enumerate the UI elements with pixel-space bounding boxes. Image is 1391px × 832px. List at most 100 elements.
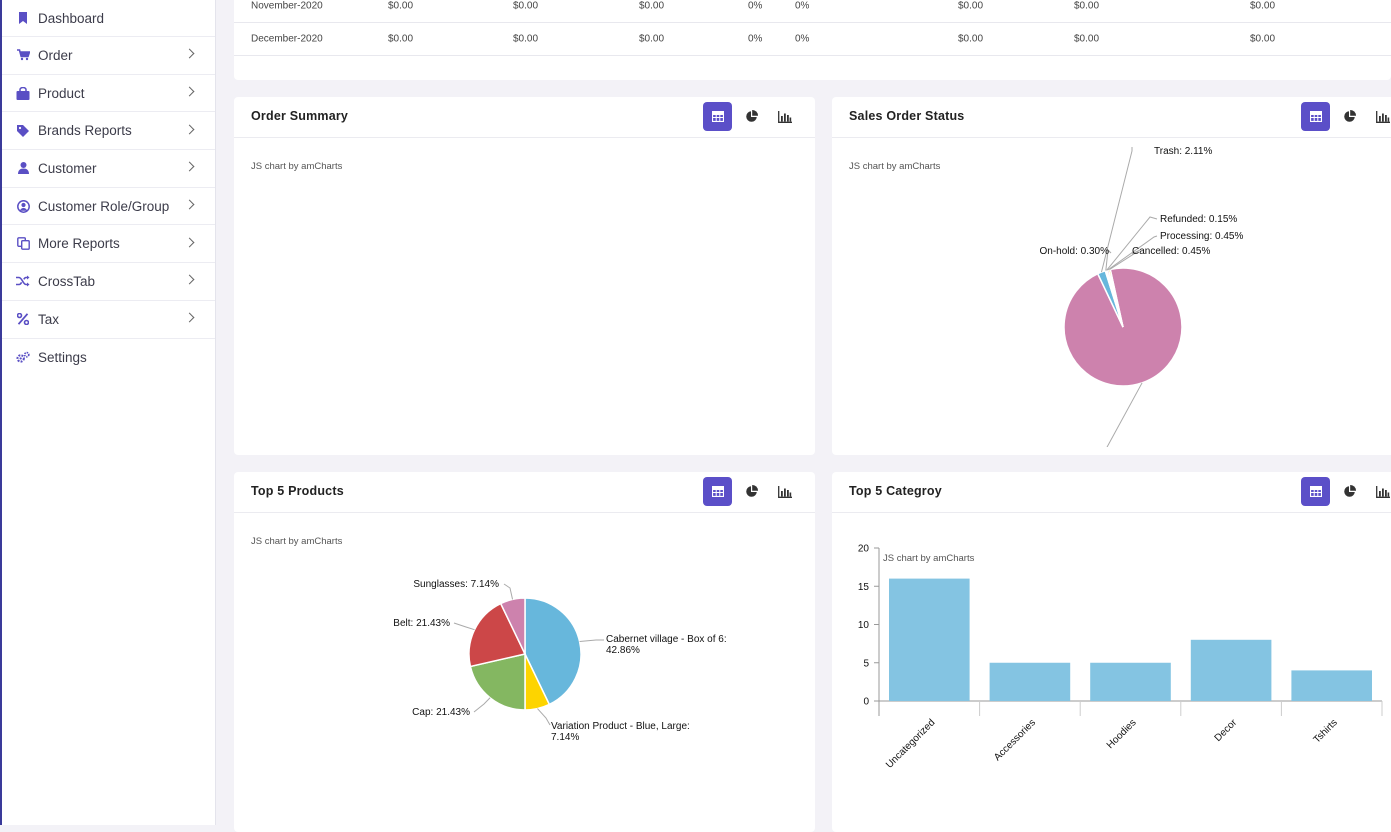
month-cell: November-2020 (251, 0, 323, 11)
pie-slice-label: Variation Product - Blue, Large: 7.14% (551, 721, 690, 743)
table-row: November-2020 $0.00 $0.00 $0.00 0% 0% $0… (234, 0, 1391, 23)
value-cell: 0% (795, 0, 810, 11)
sidebar-item-dashboard[interactable]: Dashboard (2, 0, 215, 37)
pie-label-line (503, 583, 514, 600)
pie-chart-view-button[interactable] (1335, 102, 1364, 131)
pie-label-line (453, 622, 475, 631)
bar[interactable] (1190, 639, 1272, 701)
sidebar-item-label: More Reports (38, 236, 120, 252)
bar-chart-view-button[interactable] (770, 477, 799, 506)
bar[interactable] (989, 662, 1071, 701)
bar-chart-icon (1375, 485, 1390, 498)
value-cell: $0.00 (639, 0, 665, 11)
sidebar-item-product[interactable]: Product (2, 75, 215, 113)
sidebar: Dashboard Order Product Brands Reports Custo… (0, 0, 216, 825)
table-icon (1309, 486, 1322, 497)
chevron-right-icon (184, 86, 195, 97)
pie-slice-label: Trash: 2.11% (1154, 147, 1212, 157)
sidebar-item-customer-role-group[interactable]: Customer Role/Group (2, 188, 215, 226)
table-view-button[interactable] (1301, 477, 1330, 506)
cogs-icon (16, 350, 30, 364)
x-tick-label: Tshirts (1312, 717, 1340, 745)
sidebar-item-label: Order (38, 47, 73, 63)
tag-icon (16, 124, 30, 138)
value-cell: $0.00 (958, 33, 984, 44)
sidebar-item-settings[interactable]: Settings (2, 339, 215, 377)
bar-chart-view-button[interactable] (770, 102, 799, 131)
pie-label-line (1107, 235, 1158, 271)
monthly-table: November-2020 $0.00 $0.00 $0.00 0% 0% $0… (234, 0, 1391, 80)
value-cell: $0.00 (639, 33, 665, 44)
month-cell: December-2020 (251, 33, 323, 44)
bar[interactable] (1291, 670, 1372, 701)
sidebar-item-tax[interactable]: Tax (2, 301, 215, 339)
y-tick-label: 0 (863, 697, 869, 708)
sidebar-item-customer[interactable]: Customer (2, 150, 215, 188)
chart-credit[interactable]: JS chart by amCharts (251, 161, 343, 172)
bar-chart-view-button[interactable] (1368, 102, 1391, 131)
y-tick-label: 10 (858, 620, 870, 631)
bar[interactable] (1090, 662, 1171, 701)
table-icon (1309, 111, 1322, 122)
sidebar-item-brands-reports[interactable]: Brands Reports (2, 112, 215, 151)
top-category-chart: 0 5 10 15 20 Uncategorized Accessories Hoodies D… (858, 544, 1383, 771)
sidebar-item-label: Tax (38, 311, 60, 327)
y-tick-label: 5 (863, 658, 869, 669)
chevron-right-icon (184, 275, 195, 285)
table-view-button[interactable] (1301, 102, 1330, 131)
panel-title: Top 5 Products (251, 484, 344, 498)
chart-credit[interactable]: JS chart by amCharts (849, 161, 941, 172)
bar-chart-icon (1375, 110, 1390, 123)
pie-slice[interactable] (524, 597, 582, 706)
panel-header: Sales Order Status (832, 97, 1391, 138)
sales-order-status-panel: Sales Order Status JS chart by amCharts … (832, 97, 1391, 455)
sidebar-item-more-reports[interactable]: More Reports (2, 225, 215, 264)
chevron-right-icon (184, 312, 195, 323)
pie-label-line (1109, 249, 1141, 271)
value-cell: $0.00 (388, 33, 414, 44)
chevron-right-icon (184, 199, 195, 210)
value-cell: 0% (748, 0, 763, 11)
order-summary-panel: Order Summary JS chart by amCharts (234, 97, 815, 455)
bookmark-icon (16, 11, 30, 25)
top-category-panel: Top 5 Categroy 0 5 10 15 20 Uncategorized Acce… (832, 472, 1391, 832)
pie-slice-label: Belt: 21.43% (393, 618, 450, 629)
bar[interactable] (889, 578, 970, 701)
table-view-button[interactable] (703, 477, 732, 506)
value-cell: 0% (748, 33, 763, 44)
chart-credit[interactable]: JS chart by amCharts (251, 536, 343, 547)
sidebar-item-order[interactable]: Order (2, 37, 215, 75)
pie-chart-icon (1343, 485, 1356, 498)
pie-chart-icon (745, 110, 758, 123)
table-view-button[interactable] (703, 102, 732, 131)
pie-label-line (1106, 382, 1143, 447)
top-products-panel: Top 5 Products JS chart by amCharts Cabe… (234, 472, 815, 832)
sidebar-item-label: Customer Role/Group (38, 198, 170, 214)
pie-label-line (537, 708, 551, 726)
pie-chart-view-button[interactable] (1335, 477, 1364, 506)
pie-chart-view-button[interactable] (737, 102, 766, 131)
y-tick-label: 15 (858, 582, 870, 593)
chart-credit[interactable]: JS chart by amCharts (883, 553, 975, 564)
sidebar-item-crosstab[interactable]: CrossTab (2, 263, 215, 301)
pie-label-line (473, 697, 491, 713)
sidebar-item-label: Customer (38, 160, 97, 176)
pie-label-line (1100, 147, 1133, 273)
pie-chart-view-button[interactable] (737, 477, 766, 506)
value-cell: 0% (795, 33, 810, 44)
value-cell: $0.00 (1074, 33, 1100, 44)
pie-slice-label: Sunglasses: 7.14% (413, 579, 499, 590)
x-tick-label: Decor (1213, 717, 1240, 744)
top-products-chart: Cabernet village - Box of 6: 42.86% Variat… (393, 579, 726, 743)
sidebar-item-label: Product (38, 85, 85, 101)
pie-slice[interactable] (468, 602, 527, 668)
panel-header: Top 5 Products (234, 472, 815, 513)
bar-chart-view-button[interactable] (1368, 477, 1391, 506)
value-cell: $0.00 (513, 0, 539, 11)
panel-header: Top 5 Categroy (832, 472, 1391, 513)
pie-slice[interactable] (469, 653, 526, 711)
pie-slice[interactable] (499, 597, 526, 655)
user-circle-icon (16, 199, 30, 213)
chevron-right-icon (184, 124, 195, 135)
value-cell: $0.00 (1250, 33, 1276, 44)
